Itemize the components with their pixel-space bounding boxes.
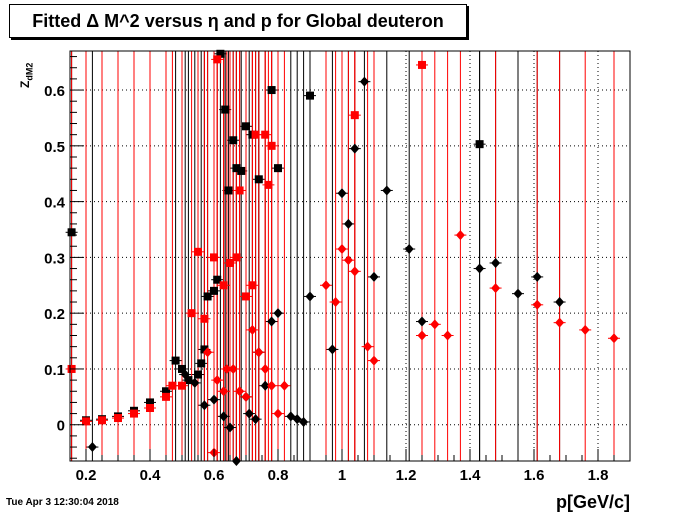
- data-point: [344, 255, 353, 265]
- data-point: [555, 297, 564, 307]
- y-axis-label-main: Z: [18, 81, 32, 88]
- y-tick-label: 0.6: [44, 83, 65, 100]
- data-point: [351, 111, 359, 119]
- x-tick-label: 1.6: [524, 467, 545, 484]
- data-point: [610, 333, 619, 343]
- x-tick-label: 0.6: [204, 467, 225, 484]
- data-point: [456, 230, 465, 240]
- data-point: [418, 61, 426, 69]
- data-point: [224, 186, 232, 194]
- data-point: [213, 55, 221, 63]
- data-point: [114, 414, 122, 422]
- data-point: [581, 325, 590, 335]
- data-point: [443, 330, 452, 340]
- data-point: [229, 136, 237, 144]
- data-point: [261, 131, 269, 139]
- y-tick-label: 0.2: [44, 306, 65, 323]
- x-tick-label: 1.4: [460, 467, 482, 484]
- data-point: [268, 86, 276, 94]
- data-point: [491, 258, 500, 268]
- chart-title: Fitted Δ M^2 versus η and p for Global d…: [32, 11, 444, 32]
- title-box: Fitted Δ M^2 versus η and p for Global d…: [9, 4, 467, 38]
- timestamp: Tue Apr 3 12:30:04 2018: [6, 497, 119, 508]
- x-tick-label: 0.2: [76, 467, 97, 484]
- data-point: [274, 308, 283, 318]
- x-tick-label: 0.4: [140, 467, 162, 484]
- data-point: [194, 248, 202, 256]
- x-tick-label: 1.2: [396, 467, 417, 484]
- data-point: [350, 144, 359, 154]
- data-point: [255, 175, 263, 183]
- data-point: [555, 318, 564, 328]
- data-point: [344, 219, 353, 229]
- data-point: [236, 186, 244, 194]
- data-point: [194, 371, 202, 379]
- y-tick-label: 0.5: [44, 139, 65, 156]
- y-axis-label-sub: dM2: [24, 63, 34, 81]
- data-point: [338, 188, 347, 198]
- data-point: [475, 264, 484, 274]
- data-point: [178, 382, 186, 390]
- data-point: [197, 359, 205, 367]
- data-point: [418, 317, 427, 327]
- data-point: [514, 289, 523, 299]
- data-point: [322, 280, 331, 290]
- data-point: [252, 131, 260, 139]
- data-point: [200, 315, 208, 323]
- data-point: [306, 291, 315, 301]
- data-point: [146, 404, 154, 412]
- data-point: [274, 164, 282, 172]
- data-point: [430, 319, 439, 329]
- data-point: [338, 244, 347, 254]
- data-point: [237, 167, 245, 175]
- data-point: [210, 253, 218, 261]
- y-tick-label: 0.4: [44, 195, 66, 212]
- data-point: [306, 92, 314, 100]
- data-point: [242, 292, 250, 300]
- data-point: [370, 272, 379, 282]
- data-point: [370, 356, 379, 366]
- data-point: [350, 266, 359, 276]
- data-point: [274, 409, 283, 419]
- data-point: [172, 357, 180, 365]
- data-point: [280, 381, 289, 391]
- data-point: [168, 382, 176, 390]
- data-point: [220, 281, 228, 289]
- data-point: [232, 253, 240, 261]
- data-point: [188, 309, 196, 317]
- data-point: [98, 416, 106, 424]
- data-point: [405, 244, 414, 254]
- x-tick-label: 1: [338, 467, 346, 484]
- data-point: [210, 287, 218, 295]
- data-point: [130, 410, 138, 418]
- data-point: [264, 181, 272, 189]
- data-point: [533, 300, 542, 310]
- x-axis-label: p[GeV/c]: [556, 492, 630, 513]
- data-point: [248, 281, 256, 289]
- data-point: [533, 272, 542, 282]
- y-tick-label: 0.3: [44, 250, 65, 267]
- data-point: [476, 140, 484, 148]
- data-point: [88, 442, 97, 452]
- data-point: [268, 142, 276, 150]
- data-point: [82, 417, 90, 425]
- data-point: [382, 185, 391, 195]
- data-point: [221, 106, 229, 114]
- x-tick-label: 1.8: [588, 467, 609, 484]
- data-point: [162, 393, 170, 401]
- y-axis-label: ZdM2: [18, 54, 32, 88]
- y-tick-label: 0: [57, 418, 65, 435]
- y-tick-label: 0.1: [44, 362, 65, 379]
- x-tick-label: 0.8: [268, 467, 289, 484]
- data-point: [418, 330, 427, 340]
- data-point: [242, 122, 250, 130]
- data-point: [491, 283, 500, 293]
